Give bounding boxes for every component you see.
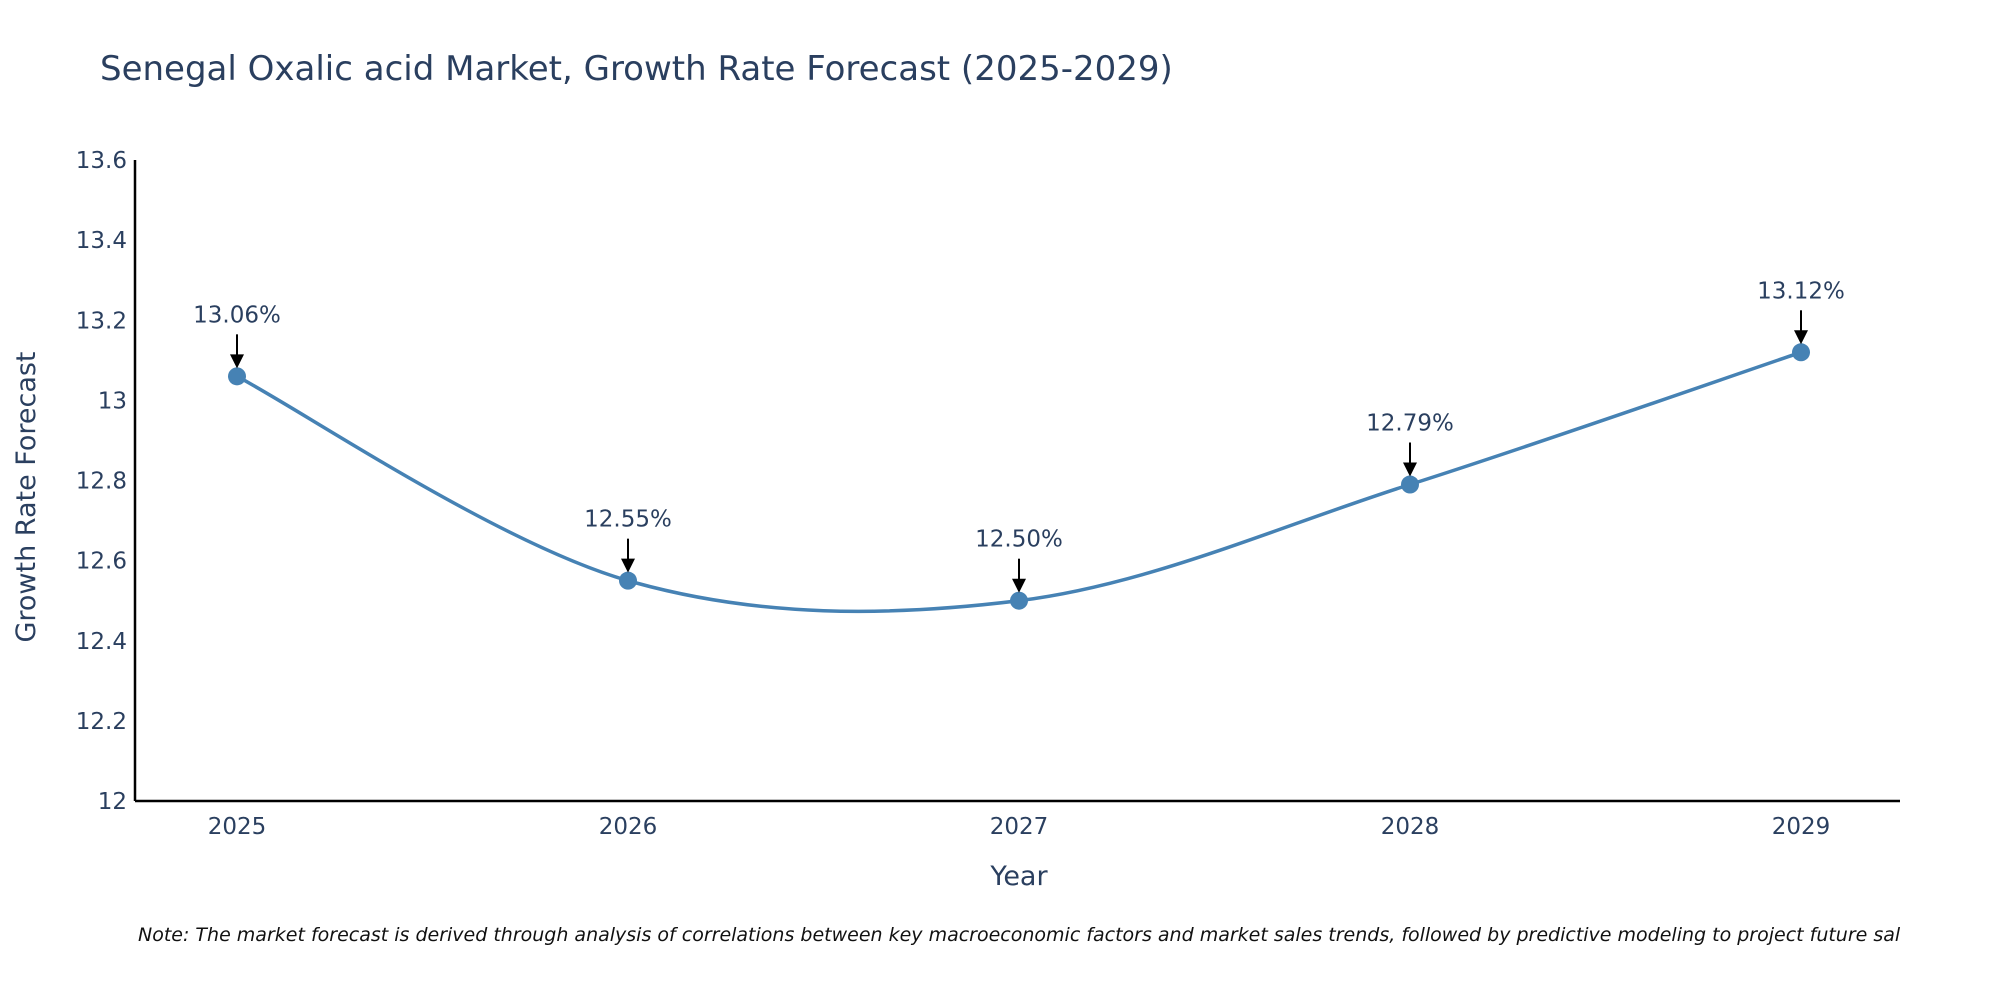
- x-axis: 2025 2026 2027 2028 2029: [135, 799, 1900, 840]
- x-tick-label: 2025: [208, 814, 267, 840]
- data-point[interactable]: [1792, 343, 1810, 362]
- data-label: 12.55%: [584, 507, 672, 533]
- x-tick-label: 2028: [1381, 814, 1440, 840]
- annotation-arrow-head: [1794, 330, 1808, 345]
- x-tick-label: 2027: [990, 814, 1049, 840]
- y-tick-label: 12: [98, 789, 127, 815]
- data-labels-group: 13.06% 12.55% 12.50% 12.79% 13.12%: [193, 278, 1845, 593]
- y-axis: 12 12.2 12.4 12.6 12.8 13 13.2 13.4 13.6: [76, 148, 137, 815]
- footnote: Note: The market forecast is derived thr…: [138, 924, 1901, 946]
- series-line-group: [228, 343, 1810, 614]
- y-tick-label: 13.4: [76, 228, 127, 254]
- x-axis-title: Year: [989, 861, 1048, 892]
- x-tick-label: 2029: [1772, 814, 1831, 840]
- data-point[interactable]: [228, 367, 246, 386]
- annotation-arrow-head: [1012, 578, 1026, 593]
- y-tick-label: 12.8: [76, 469, 127, 495]
- data-point[interactable]: [1010, 591, 1028, 610]
- data-point[interactable]: [619, 571, 637, 590]
- y-tick-label: 12.2: [76, 709, 127, 735]
- x-tick-label: 2026: [599, 814, 658, 840]
- data-label: 13.06%: [193, 302, 281, 328]
- y-tick-label: 13.2: [76, 308, 127, 334]
- chart-title: Senegal Oxalic acid Market, Growth Rate …: [100, 49, 1173, 89]
- y-tick-label: 12.6: [76, 549, 127, 575]
- data-label: 12.50%: [975, 527, 1063, 553]
- annotation-arrow-head: [230, 354, 244, 369]
- data-label: 13.12%: [1757, 278, 1845, 304]
- y-tick-label: 13.6: [76, 148, 127, 174]
- y-tick-label: 13: [98, 388, 127, 414]
- annotation-arrow-head: [621, 558, 635, 573]
- y-axis-title: Growth Rate Forecast: [11, 351, 42, 642]
- annotation-arrow-head: [1403, 462, 1417, 477]
- y-tick-label: 12.4: [76, 629, 127, 655]
- data-label: 12.79%: [1366, 411, 1454, 437]
- data-point[interactable]: [1401, 475, 1419, 494]
